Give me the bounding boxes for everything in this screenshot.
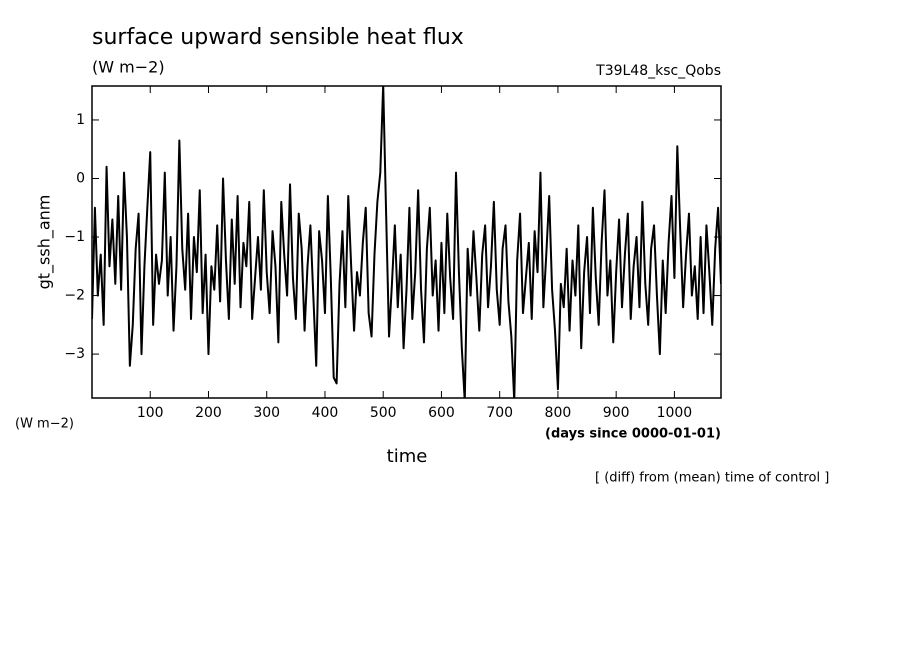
x-tick-label: 400 bbox=[312, 405, 339, 421]
y-tick-label: −3 bbox=[64, 346, 85, 362]
run-label: T39L48_ksc_Qobs bbox=[595, 63, 721, 79]
x-tick-label: 600 bbox=[428, 405, 455, 421]
x-tick-label: 1000 bbox=[657, 405, 693, 421]
x-tick-label: 300 bbox=[253, 405, 280, 421]
x-tick-label: 100 bbox=[137, 405, 164, 421]
y-tick-label: −2 bbox=[64, 288, 85, 304]
y-tick-label: 1 bbox=[76, 112, 85, 128]
x-tick-label: 700 bbox=[486, 405, 513, 421]
units: (W m−2) bbox=[92, 58, 165, 77]
y-axis-label: gt_ssh_anm bbox=[35, 195, 55, 290]
x-tick-label: 200 bbox=[195, 405, 222, 421]
x-tick-label: 500 bbox=[370, 405, 397, 421]
plot-frame bbox=[91, 85, 722, 399]
y-tick-label: 0 bbox=[76, 170, 85, 186]
note: [ (diff) from (mean) time of control ] bbox=[595, 471, 829, 486]
x-tick-label: 900 bbox=[603, 405, 630, 421]
data-line bbox=[92, 86, 721, 398]
x-tick-label: 800 bbox=[545, 405, 572, 421]
x-units: (days since 0000-01-01) bbox=[545, 427, 721, 442]
x-axis-label: time bbox=[387, 446, 428, 467]
y-units: (W m−2) bbox=[15, 417, 74, 432]
y-tick-label: −1 bbox=[64, 229, 85, 245]
chart-title: surface upward sensible heat flux bbox=[92, 25, 464, 50]
